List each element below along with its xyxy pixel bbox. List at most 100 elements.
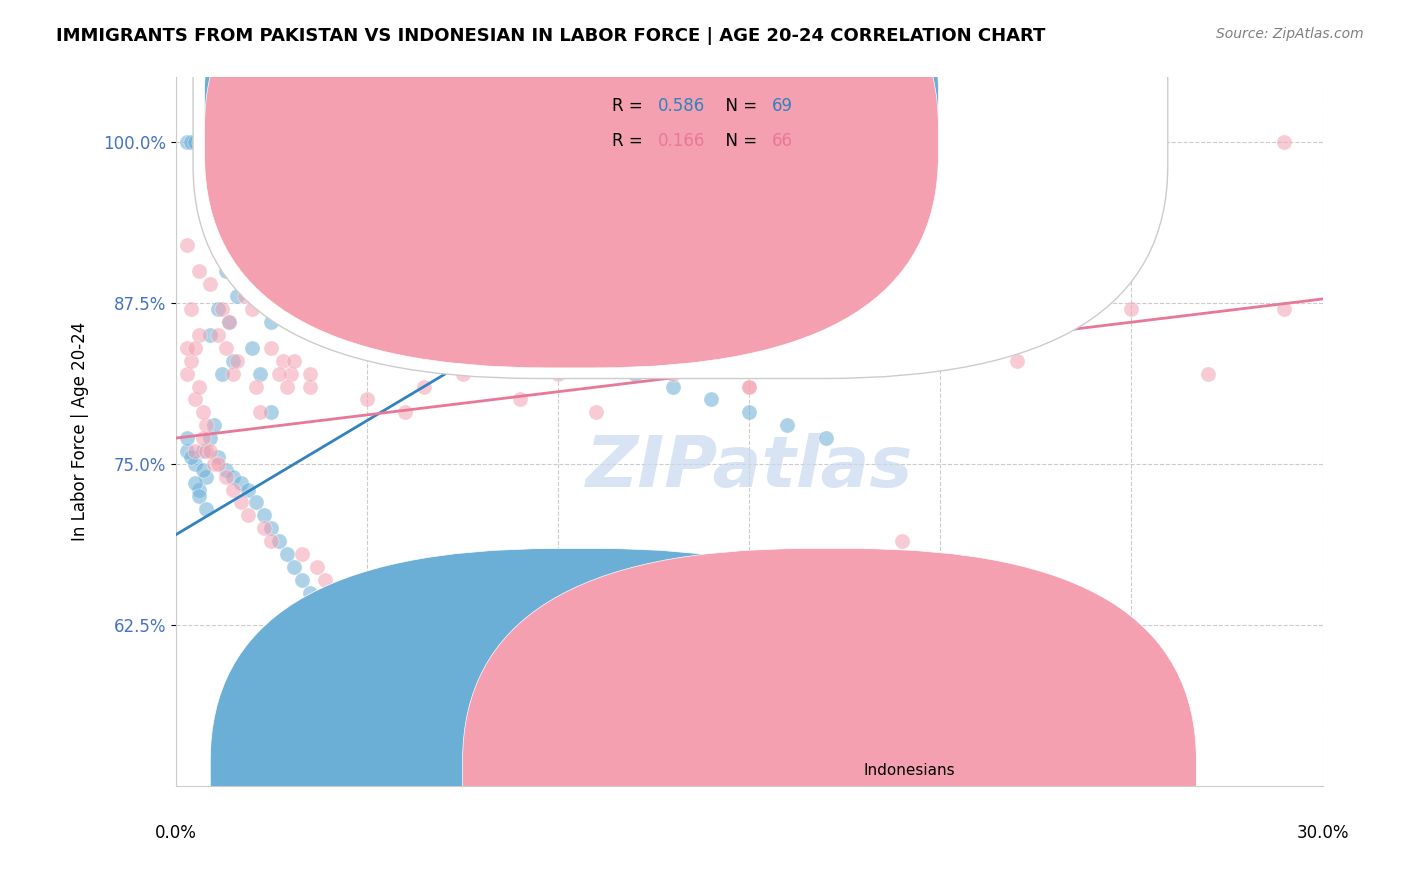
Point (291, 573, 314, 587)
Point (1272, 302, 1295, 317)
Point (176, 341, 198, 355)
Point (200, 444, 222, 458)
Point (314, 573, 336, 587)
Point (307, 599, 329, 613)
Text: 0.0%: 0.0% (155, 824, 197, 843)
Point (202, 457, 225, 471)
Point (214, 263, 236, 277)
Point (283, 353, 305, 368)
Point (283, 560, 305, 574)
Point (218, 315, 240, 329)
Point (336, 302, 359, 317)
Point (202, 418, 225, 433)
Point (200, 328, 222, 343)
Point (509, 328, 531, 343)
Point (271, 353, 294, 368)
Point (509, 392, 531, 407)
Point (394, 341, 416, 355)
Point (180, 302, 202, 317)
Point (207, 328, 229, 343)
Point (184, 457, 207, 471)
Point (187, 489, 209, 503)
Point (280, 302, 302, 317)
Point (180, 135, 202, 149)
Point (738, 405, 761, 419)
Point (229, 495, 252, 509)
Point (356, 315, 378, 329)
Point (222, 469, 245, 483)
Text: 0.166: 0.166 (658, 132, 704, 150)
Point (226, 289, 249, 303)
Point (307, 560, 329, 574)
Point (195, 418, 218, 433)
Point (661, 367, 683, 381)
FancyBboxPatch shape (193, 0, 1168, 378)
Point (222, 483, 245, 497)
Text: Immigrants from Pakistan: Immigrants from Pakistan (617, 763, 814, 778)
Point (814, 431, 837, 445)
Point (176, 431, 198, 445)
Point (238, 483, 260, 497)
Point (233, 277, 256, 291)
FancyBboxPatch shape (463, 549, 1197, 892)
Point (318, 289, 340, 303)
Point (240, 302, 263, 317)
Point (233, 289, 256, 303)
Point (280, 367, 302, 381)
Point (314, 611, 336, 625)
Point (187, 263, 209, 277)
FancyBboxPatch shape (204, 0, 938, 333)
Point (260, 405, 283, 419)
Point (253, 521, 276, 535)
Point (184, 476, 207, 491)
Point (336, 302, 359, 317)
Point (176, 135, 198, 149)
FancyBboxPatch shape (204, 0, 938, 368)
Text: 0.586: 0.586 (658, 96, 704, 115)
Point (260, 521, 283, 535)
Point (195, 502, 218, 516)
Point (280, 289, 302, 303)
Point (394, 405, 416, 419)
Point (211, 302, 233, 317)
Point (375, 328, 398, 343)
Point (184, 135, 207, 149)
Point (260, 341, 283, 355)
Point (547, 341, 569, 355)
Point (776, 418, 799, 433)
Point (238, 508, 260, 523)
Point (700, 392, 723, 407)
Point (929, 353, 952, 368)
Text: 30.0%: 30.0% (1296, 824, 1348, 843)
Point (187, 135, 209, 149)
Point (1005, 353, 1028, 368)
Point (738, 379, 761, 393)
Point (738, 379, 761, 393)
Text: 66: 66 (772, 132, 793, 150)
Text: ZIPatlas: ZIPatlas (585, 433, 912, 501)
Point (211, 367, 233, 381)
Y-axis label: In Labor Force | Age 20-24: In Labor Force | Age 20-24 (72, 322, 89, 541)
Point (214, 469, 236, 483)
Point (207, 302, 229, 317)
Point (318, 315, 340, 329)
Text: N =: N = (714, 96, 762, 115)
Point (298, 585, 321, 599)
FancyBboxPatch shape (211, 549, 945, 892)
Point (432, 701, 454, 715)
Point (229, 476, 252, 491)
Point (187, 328, 209, 343)
Text: Source: ZipAtlas.com: Source: ZipAtlas.com (1216, 27, 1364, 41)
Point (891, 534, 914, 549)
Point (191, 444, 214, 458)
Point (432, 289, 454, 303)
Point (191, 405, 214, 419)
Point (356, 302, 378, 317)
Point (253, 508, 276, 523)
Point (298, 277, 321, 291)
Text: N =: N = (714, 132, 762, 150)
Point (413, 379, 436, 393)
Point (1197, 367, 1219, 381)
Point (200, 431, 222, 445)
Point (245, 495, 267, 509)
